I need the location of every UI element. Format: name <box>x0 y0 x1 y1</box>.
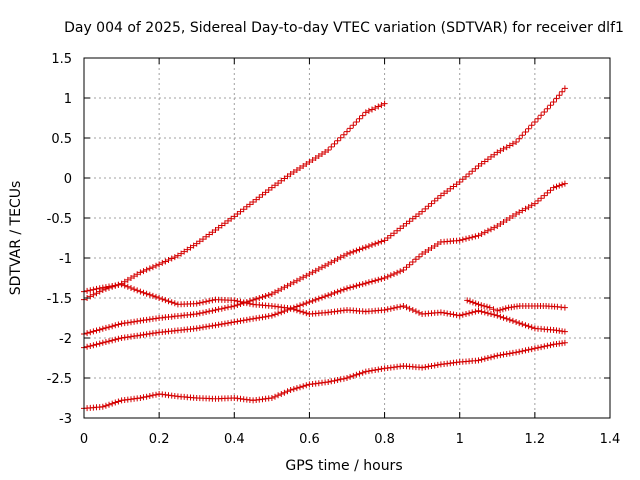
y-tick-label: -2 <box>59 332 72 347</box>
chart-title: Day 004 of 2025, Sidereal Day-to-day VTE… <box>64 20 624 36</box>
y-tick-label: -1.5 <box>47 292 72 307</box>
series-4 <box>81 281 568 335</box>
plot-frame <box>83 57 611 419</box>
x-tick-label: 0.2 <box>149 432 170 447</box>
y-tick-label: 1 <box>64 92 72 107</box>
series-markers <box>81 85 568 337</box>
y-tick-label: -2.5 <box>47 372 72 387</box>
series-2 <box>81 85 568 337</box>
y-tick-label: 1.5 <box>51 52 72 67</box>
y-tick-label: -0.5 <box>47 212 72 227</box>
y-tick-label: -3 <box>59 412 72 427</box>
x-tick-label: 0.6 <box>299 432 320 447</box>
x-tick-label: 1.4 <box>600 432 621 447</box>
axes: 0 0.2 0.4 0.6 0.8 1 1.2 1.4 -3 -2.5 -2 -1.5 -1 -0.5 0 0… <box>47 52 621 447</box>
y-tick-label: 0.5 <box>51 132 72 147</box>
x-tick-label: 0.4 <box>224 432 245 447</box>
series-markers <box>81 100 388 303</box>
x-tick-label: 0 <box>80 432 88 447</box>
y-tick-label: -1 <box>59 252 72 267</box>
x-tick-label: 1 <box>456 432 464 447</box>
grid-lines <box>84 58 610 418</box>
x-tick-label: 1.2 <box>525 432 546 447</box>
series-markers <box>81 281 568 335</box>
data-points <box>81 85 568 412</box>
series-markers <box>81 339 568 412</box>
series-markers <box>464 297 568 314</box>
series-1 <box>81 100 388 303</box>
series-6 <box>464 297 568 314</box>
x-tick-label: 0.8 <box>374 432 395 447</box>
y-axis-label: SDTVAR / TECUs <box>8 181 24 296</box>
y-tick-label: 0 <box>64 172 72 187</box>
x-axis-label: GPS time / hours <box>285 458 402 474</box>
series-5 <box>81 339 568 412</box>
